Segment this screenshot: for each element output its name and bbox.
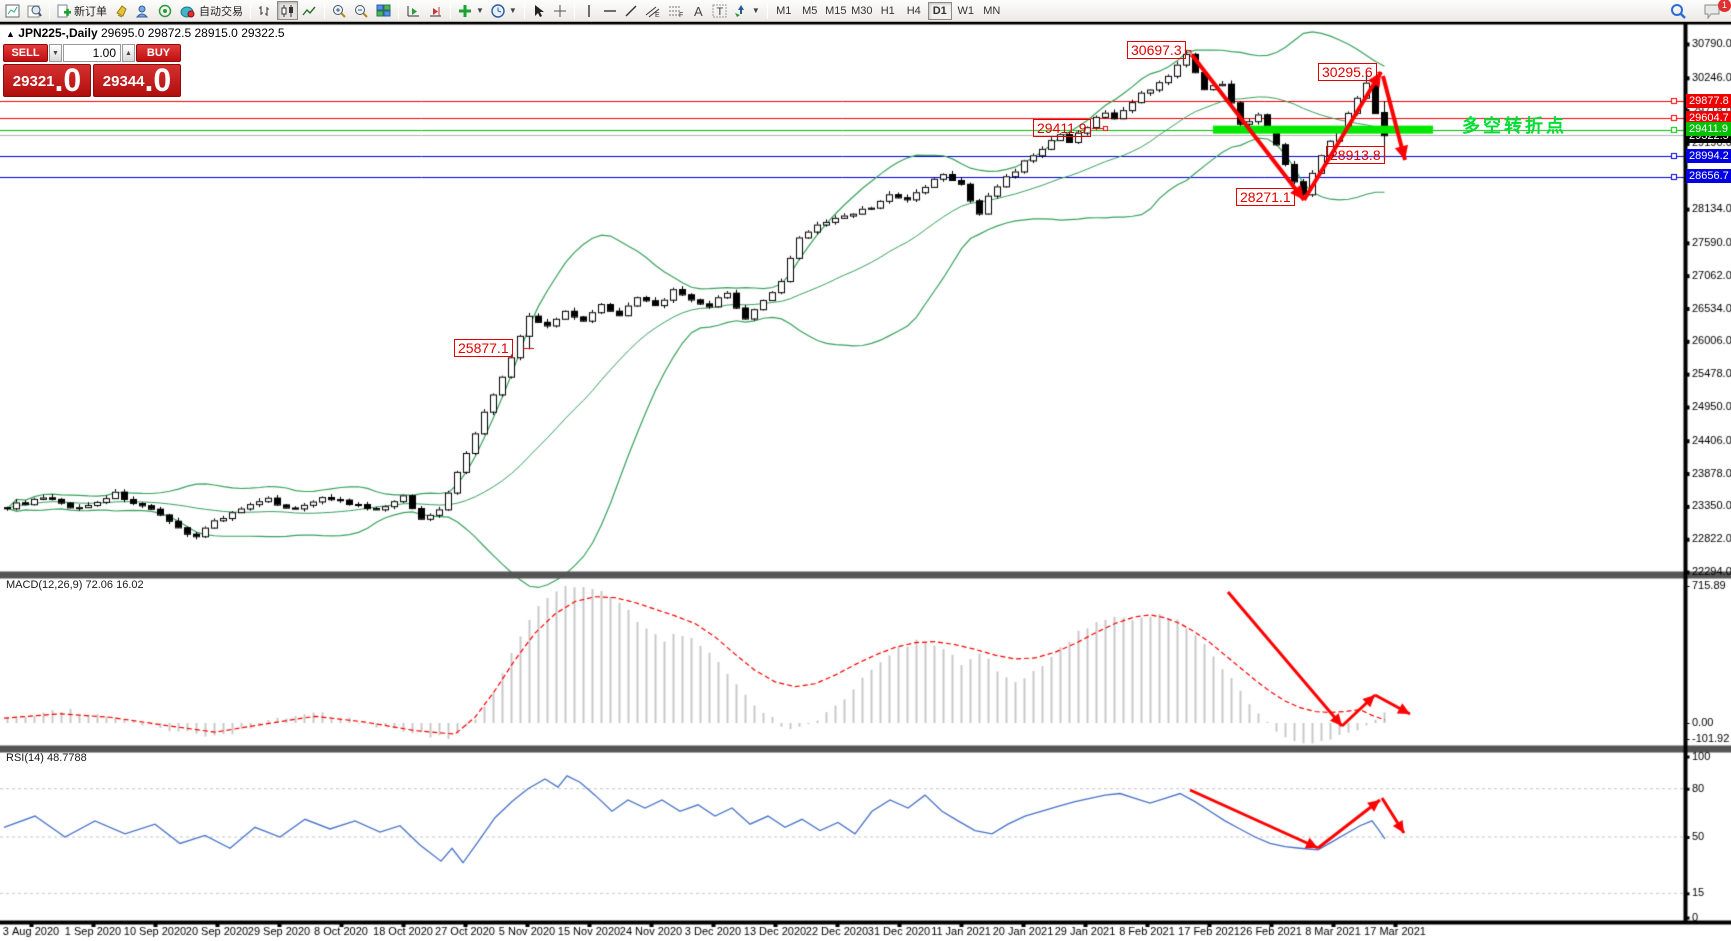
level-badge-29877: 29877.8 xyxy=(1686,94,1731,108)
price-tag-28913[interactable]: 28913.8 xyxy=(1326,146,1385,164)
profiles-icon[interactable] xyxy=(133,1,154,20)
chart-shift-icon[interactable] xyxy=(425,1,446,20)
timeframe-bar: M1 M5 M15 M30 H1 H4 D1 W1 MN xyxy=(772,1,1004,20)
text-tool[interactable]: A xyxy=(688,1,708,20)
macd-value-main: 72.06 xyxy=(85,579,114,591)
dropdown-caret-icon: ▼ xyxy=(751,6,760,15)
timeframe-MN[interactable]: MN xyxy=(980,2,1004,20)
turning-point-note[interactable]: 多空转折点 xyxy=(1462,116,1567,136)
toolbar-right-icons: 1 xyxy=(1666,0,1731,21)
indicators-button[interactable]: ▼ xyxy=(455,1,487,20)
sell-price-display[interactable]: 29321 .0 xyxy=(3,64,91,97)
print-preview-icon[interactable] xyxy=(24,1,45,20)
timeframe-D1[interactable]: D1 xyxy=(927,1,952,20)
sell-price-int: 29321 xyxy=(12,73,55,90)
price-tag-25877[interactable]: 25877.1 xyxy=(454,339,513,357)
text-label-tool[interactable]: T xyxy=(709,1,730,20)
sell-price-pip: .0 xyxy=(54,62,82,98)
buy-price-int: 29344 xyxy=(102,73,145,90)
main-toolbar: 新订单 自动交易 ▼ ▼ E F A T ▼ M1 M5 M15 M30 H1 H4 D1 W… xyxy=(0,0,1731,22)
dropdown-caret-icon: ▼ xyxy=(508,6,517,15)
ohlc-close: 29322.5 xyxy=(241,26,285,40)
level-badge-28994: 28994.2 xyxy=(1686,149,1731,163)
search-icon[interactable] xyxy=(1666,2,1690,21)
bar-chart-icon[interactable] xyxy=(255,1,276,20)
rsi-label: RSI(14) 48.7788 xyxy=(6,752,87,764)
trendline-tool[interactable] xyxy=(621,1,641,20)
volume-input[interactable]: 1.00 xyxy=(63,44,121,62)
macd-name: MACD(12,26,9) xyxy=(6,579,83,591)
toolbar-separator xyxy=(398,2,399,19)
toolbar-separator xyxy=(49,2,50,19)
toolbar-separator xyxy=(324,2,325,19)
signal-icon[interactable] xyxy=(155,1,176,20)
timeframe-M1[interactable]: M1 xyxy=(772,2,796,20)
chart-window-icon[interactable] xyxy=(2,1,23,20)
timeframe-M30[interactable]: M30 xyxy=(850,2,874,20)
buy-button[interactable]: BUY xyxy=(136,44,181,62)
timeframe-H1[interactable]: H1 xyxy=(876,2,900,20)
one-click-trading-panel: SELL ▼ 1.00 ▲ BUY 29321 .0 29344 .0 xyxy=(3,44,181,97)
candlestick-chart-icon[interactable] xyxy=(277,1,298,20)
sell-button[interactable]: SELL xyxy=(3,44,48,62)
level-badge-28656: 28656.7 xyxy=(1686,169,1731,183)
price-tag-29411[interactable]: 29411.9 xyxy=(1033,119,1091,137)
timeframe-H4[interactable]: H4 xyxy=(902,2,926,20)
rsi-value: 48.7788 xyxy=(46,752,87,764)
svg-text:F: F xyxy=(679,12,683,18)
periods-button[interactable]: ▼ xyxy=(488,1,520,20)
ohlc-low: 28915.0 xyxy=(194,26,238,40)
ohlc-high: 29872.5 xyxy=(147,26,192,40)
expander-icon[interactable]: ▲ xyxy=(6,29,15,39)
notifications-icon[interactable]: 1 xyxy=(1700,0,1731,21)
auto-scroll-icon[interactable] xyxy=(403,1,424,20)
svg-text:T: T xyxy=(716,6,723,18)
horizontal-line-tool[interactable] xyxy=(600,1,620,20)
buy-price-pip: .0 xyxy=(144,62,172,98)
autotrading-button[interactable]: 自动交易 xyxy=(177,1,246,20)
macd-label: MACD(12,26,9) 72.06 16.02 xyxy=(6,579,144,591)
price-tag-30697[interactable]: 30697.3 xyxy=(1127,41,1186,59)
timeframe-M5[interactable]: M5 xyxy=(798,2,822,20)
new-order-button[interactable]: 新订单 xyxy=(54,1,110,20)
price-tag-30295[interactable]: 30295.6 xyxy=(1318,63,1377,81)
toolbar-separator xyxy=(766,2,768,19)
chart-title: ▲ JPN225-,Daily 29695.0 29872.5 28915.0 … xyxy=(6,26,285,40)
line-chart-icon[interactable] xyxy=(299,1,320,20)
autotrading-label: 自动交易 xyxy=(199,5,243,18)
volume-decrease-button[interactable]: ▼ xyxy=(49,44,62,62)
timeframe-W1[interactable]: W1 xyxy=(954,2,978,20)
cursor-tool[interactable] xyxy=(529,1,549,20)
crosshair-tool[interactable] xyxy=(550,1,570,20)
notification-badge: 1 xyxy=(1718,0,1731,12)
zoom-in-icon[interactable] xyxy=(329,1,350,20)
toolbar-separator xyxy=(250,2,251,19)
cleanup-icon[interactable] xyxy=(111,1,132,20)
equidistant-channel-tool[interactable]: E xyxy=(642,1,664,20)
toolbar-separator xyxy=(573,2,575,19)
toolbar-separator xyxy=(523,2,525,19)
arrows-tool[interactable]: ▼ xyxy=(731,1,763,20)
level-badge-29604: 29604.7 xyxy=(1686,111,1731,125)
price-tag-28271[interactable]: 28271.1 xyxy=(1236,188,1295,206)
volume-increase-button[interactable]: ▲ xyxy=(122,44,135,62)
tile-windows-icon[interactable] xyxy=(373,1,394,20)
ohlc-open: 29695.0 xyxy=(101,26,145,40)
symbol-period-label: JPN225-,Daily xyxy=(18,26,98,40)
level-badge-29411: 29411.9 xyxy=(1686,122,1731,136)
buy-price-display[interactable]: 29344 .0 xyxy=(93,64,181,97)
macd-value-signal: 16.02 xyxy=(116,579,144,591)
new-order-label: 新订单 xyxy=(74,5,107,18)
toolbar-separator xyxy=(450,2,451,19)
zoom-out-icon[interactable] xyxy=(351,1,372,20)
vertical-line-tool[interactable] xyxy=(579,1,599,20)
svg-text:A: A xyxy=(694,4,703,18)
rsi-name: RSI(14) xyxy=(6,752,44,764)
svg-text:E: E xyxy=(655,12,660,18)
fibonacci-tool[interactable]: F xyxy=(665,1,687,20)
dropdown-caret-icon: ▼ xyxy=(476,6,484,15)
timeframe-M15[interactable]: M15 xyxy=(824,2,848,20)
